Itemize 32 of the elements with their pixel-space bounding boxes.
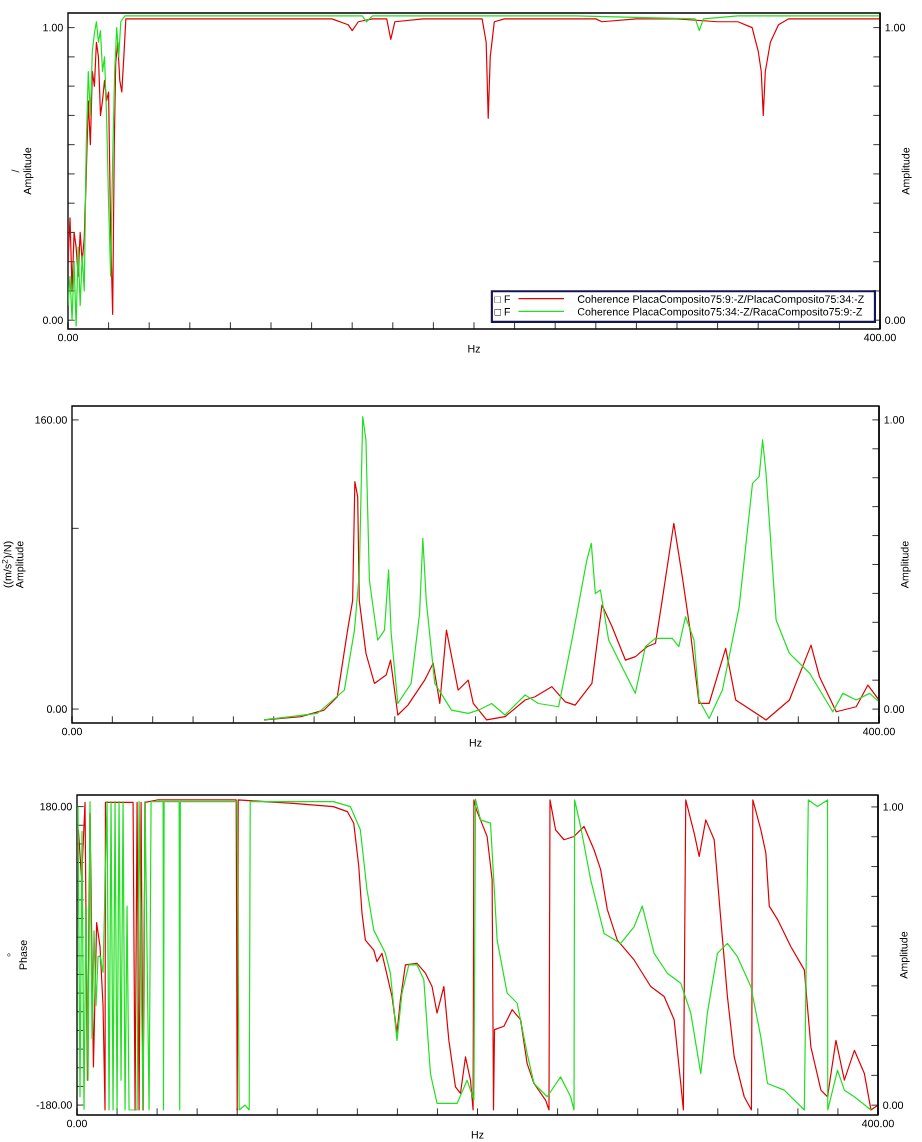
annotation: □ F bbox=[494, 295, 511, 303]
y-tick-label: 1.00 bbox=[43, 23, 63, 32]
y2-tick-label: 1.00 bbox=[884, 416, 905, 424]
y2-axis-title: Amplitude bbox=[899, 931, 910, 979]
text: Amplitude bbox=[23, 147, 34, 195]
y-tick-label: 160.00 bbox=[35, 416, 67, 424]
y2-tick-label: 0.00 bbox=[883, 1101, 904, 1109]
y2-tick-label: 0.00 bbox=[884, 705, 905, 713]
text: ° bbox=[7, 953, 11, 957]
text: ((m/s$^{2}$)/N) bbox=[1, 541, 14, 588]
text: Phase bbox=[19, 940, 27, 970]
text: Amplitude bbox=[15, 541, 26, 589]
legend-label: Coherence PlacaComposito75:34:-Z/RacaComposito75:9:-Z bbox=[577, 307, 863, 318]
x-axis-title: Hz bbox=[469, 739, 482, 747]
x-tick-label: 400.00 bbox=[861, 1119, 894, 1128]
x-tick-label: 400.00 bbox=[862, 727, 895, 736]
x-tick-label: 400.00 bbox=[863, 333, 896, 342]
y2-axis-title: Amplitude bbox=[901, 147, 912, 195]
y-tick-label: 0.00 bbox=[42, 316, 63, 324]
y2-tick-label: 1.00 bbox=[883, 803, 904, 811]
x-axis-title: Hz bbox=[468, 345, 480, 353]
x-axis-title: Hz bbox=[471, 1131, 484, 1139]
legend-label: Coherence PlacaComposito75:9:-Z/PlacaComposito75:34:-Z bbox=[577, 295, 864, 306]
y2-axis-title: Amplitude bbox=[900, 541, 911, 589]
line-series bbox=[263, 416, 879, 721]
y-tick-label: 180.00 bbox=[40, 802, 72, 811]
text: / bbox=[11, 169, 20, 173]
annotation: □ F bbox=[494, 308, 511, 316]
y2-tick-label: 0.00 bbox=[885, 316, 906, 324]
y2-tick-label: 1.00 bbox=[885, 23, 906, 32]
y-tick-label: -180.00 bbox=[36, 1101, 72, 1109]
y-tick-label: 0.00 bbox=[46, 705, 67, 713]
